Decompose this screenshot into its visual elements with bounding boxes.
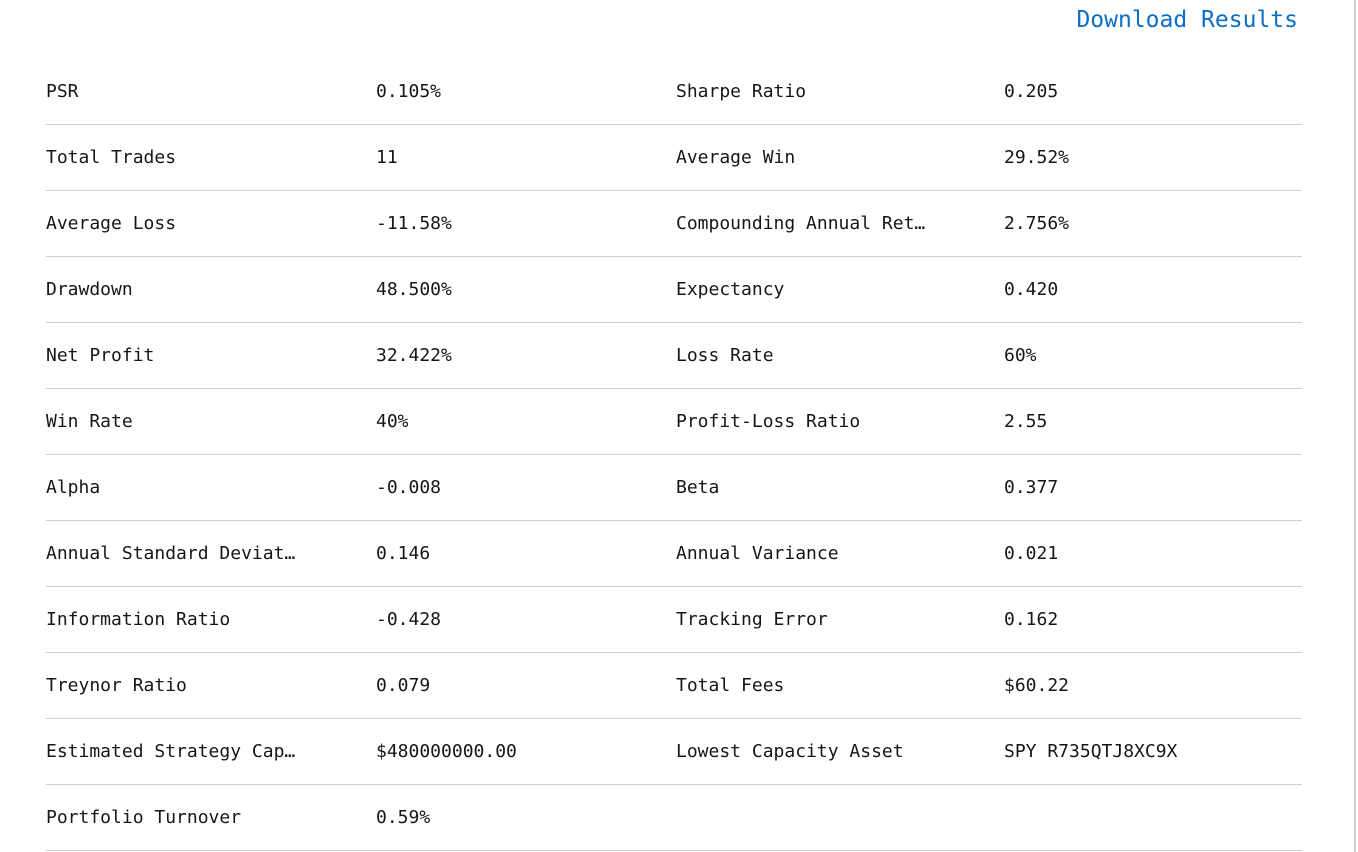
stat-value: 60% [1004,344,1037,366]
stat-label: Expectancy [676,278,785,300]
stat-value: 0.59% [376,806,431,828]
stat-label: Annual Standard Deviat… [46,542,296,564]
stat-value: $60.22 [1004,674,1070,696]
results-header: Download Results [0,0,1354,59]
stat-value: 0.079 [376,674,431,696]
stat-value: 0.146 [376,542,431,564]
stat-label: Win Rate [46,410,133,432]
stat-label: Profit-Loss Ratio [676,410,861,432]
stat-label: Sharpe Ratio [676,80,807,102]
stat-value: 48.500% [376,278,452,300]
stat-label: Average Win [676,146,796,168]
stat-label: Net Profit [46,344,155,366]
stat-value: -0.428 [376,608,442,630]
stat-value: $480000000.00 [376,740,517,762]
stat-value: -0.008 [376,476,442,498]
stat-value: 2.55 [1004,410,1048,432]
stat-value: SPY R735QTJ8XC9X [1004,740,1178,762]
stat-label: Tracking Error [676,608,828,630]
stat-value: 0.162 [1004,608,1059,630]
stat-value: 11 [376,146,398,168]
stat-label: Annual Variance [676,542,839,564]
stat-label: Loss Rate [676,344,774,366]
stat-label: Average Loss [46,212,177,234]
stat-value: 0.105% [376,80,442,102]
table-row: Information Ratio -0.428 Tracking Error 0.1… [46,587,1302,653]
download-results-link[interactable]: Download Results [1076,7,1298,33]
stat-label: Total Trades [46,146,177,168]
stat-label: Information Ratio [46,608,231,630]
stat-label: Alpha [46,476,101,498]
table-row: Win Rate 40% Profit-Loss Ratio 2.55 [46,389,1302,455]
table-row: Drawdown 48.500% Expectancy 0.420 [46,257,1302,323]
stat-label: Compounding Annual Ret… [676,212,926,234]
stat-value: 0.021 [1004,542,1059,564]
stat-value: 29.52% [1004,146,1070,168]
table-row: Total Trades 11 Average Win 29.52% [46,125,1302,191]
stat-value: 0.420 [1004,278,1059,300]
stat-value: -11.58% [376,212,452,234]
stat-value: 2.756% [1004,212,1070,234]
stat-value: 0.377 [1004,476,1059,498]
table-row: Annual Standard Deviat… 0.146 Annual Varia… [46,521,1302,587]
stat-label: Treynor Ratio [46,674,187,696]
stat-label: Estimated Strategy Cap… [46,740,296,762]
stat-label: Lowest Capacity Asset [676,740,904,762]
stat-value: 0.205 [1004,80,1059,102]
stat-label: Total Fees [676,674,785,696]
table-row: Treynor Ratio 0.079 Total Fees $60.22 [46,653,1302,719]
table-row: Average Loss -11.58% Compounding Annual Re… [46,191,1302,257]
stat-value: 40% [376,410,409,432]
stat-value: 32.422% [376,344,452,366]
table-row: Alpha -0.008 Beta 0.377 [46,455,1302,521]
stat-label: PSR [46,80,79,102]
table-row: Net Profit 32.422% Loss Rate 60% [46,323,1302,389]
table-row: Estimated Strategy Cap… $480000000.00 Lowe… [46,719,1302,785]
stat-label: Portfolio Turnover [46,806,242,828]
stat-label: Drawdown [46,278,133,300]
table-row: Portfolio Turnover 0.59% [46,785,1302,851]
stat-label: Beta [676,476,720,498]
statistics-table: PSR 0.105% Sharpe Ratio 0.205 Total Trades 11… [46,59,1302,851]
table-row: PSR 0.105% Sharpe Ratio 0.205 [46,59,1302,125]
